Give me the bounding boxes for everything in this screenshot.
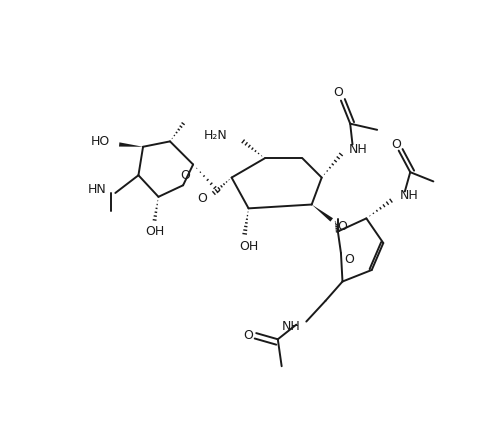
Text: O: O <box>333 86 343 99</box>
Text: OH: OH <box>145 225 164 238</box>
Text: O: O <box>180 169 190 182</box>
Text: OH: OH <box>239 240 258 253</box>
Polygon shape <box>312 205 333 221</box>
Text: O: O <box>244 329 254 342</box>
Text: NH: NH <box>400 189 418 202</box>
Text: O: O <box>197 192 207 205</box>
Text: HN: HN <box>88 183 106 196</box>
Polygon shape <box>119 142 143 147</box>
Text: NH: NH <box>348 143 368 156</box>
Text: H₂N: H₂N <box>204 129 228 142</box>
Text: O: O <box>392 138 402 151</box>
Text: O: O <box>344 253 354 266</box>
Text: O: O <box>337 220 347 232</box>
Text: NH: NH <box>282 320 301 333</box>
Text: HO: HO <box>90 135 110 148</box>
